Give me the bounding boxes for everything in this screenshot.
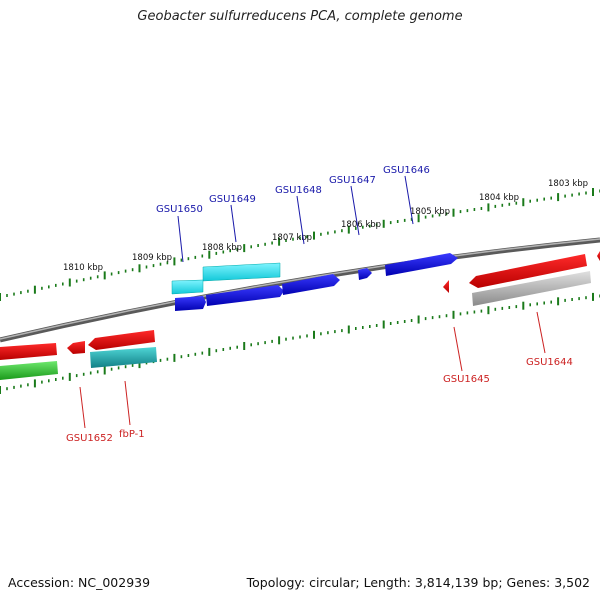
gene-cyan-lower [171, 279, 204, 295]
genome-title: Geobacter sulfurreducens PCA, complete g… [137, 9, 463, 24]
ruler-inner-ticks [0, 292, 600, 394]
genome-summary-text: Topology: circular; Length: 3,814,139 bp… [246, 575, 590, 590]
accession-text: Accession: NC_002939 [8, 575, 151, 590]
ruler-outer-ticks [0, 188, 600, 301]
gene-red-left [0, 343, 57, 360]
leader-gsu1645 [453, 326, 463, 372]
gene-gsu1647 [358, 268, 372, 280]
leader-gsu1650 [177, 215, 184, 263]
ruler-label: 1809 kbp [132, 253, 172, 263]
ruler-label: 1805 kbp [410, 207, 450, 217]
leader-fbp1 [124, 380, 131, 426]
ruler-label: 1808 kbp [202, 243, 242, 253]
gene-label-gsu1648: GSU1648 [275, 185, 322, 196]
forward-gene-labels: GSU1646 GSU1647 GSU1648 GSU1649 GSU1650 [156, 165, 430, 215]
gene-gsu1649 [206, 285, 284, 306]
gene-gsu1646 [385, 253, 458, 276]
gene-gsu1650 [175, 296, 206, 311]
gene-label-gsu1647: GSU1647 [329, 175, 376, 186]
gene-label-gsu1652: GSU1652 [66, 433, 113, 444]
gene-label-fbp1: fbP-1 [119, 429, 145, 440]
gene-gray [472, 271, 591, 306]
leader-gsu1649 [230, 204, 237, 243]
gene-red-small [67, 341, 85, 354]
ruler-label: 1810 kbp [63, 263, 103, 273]
leader-gsu1652 [79, 386, 86, 429]
leader-gsu1646 [404, 175, 414, 225]
genome-backbone [0, 237, 600, 343]
gene-label-gsu1646: GSU1646 [383, 165, 430, 176]
forward-genes [171, 253, 458, 311]
gene-label-gsu1650: GSU1650 [156, 204, 203, 215]
leader-gsu1644 [536, 311, 546, 354]
gene-label-gsu1644: GSU1644 [526, 357, 573, 368]
gene-label-gsu1649: GSU1649 [209, 194, 256, 205]
gene-red-edge [597, 251, 600, 261]
gene-fbp1-red [88, 330, 155, 350]
ruler-label: 1804 kbp [479, 193, 519, 203]
reverse-genes [0, 251, 600, 380]
ruler-label: 1807 kbp [272, 233, 312, 243]
ruler-label: 1803 kbp [548, 179, 588, 189]
label-leaders [79, 175, 546, 429]
reverse-gene-labels: GSU1644 GSU1645 fbP-1 GSU1652 [66, 357, 573, 444]
ruler-labels: 1803 kbp 1804 kbp 1805 kbp 1806 kbp 1807… [63, 179, 588, 273]
gene-fbp1-teal [90, 347, 157, 368]
ruler-label: 1806 kbp [341, 220, 381, 230]
gene-cyan-upper [202, 262, 281, 282]
leader-gsu1647 [350, 185, 360, 236]
gene-green [0, 361, 58, 380]
gene-label-gsu1645: GSU1645 [443, 374, 490, 385]
gene-gsu1645 [443, 280, 449, 293]
gene-gsu1644 [469, 254, 587, 288]
gene-gsu1648 [282, 274, 340, 295]
leader-gsu1648 [296, 195, 305, 245]
